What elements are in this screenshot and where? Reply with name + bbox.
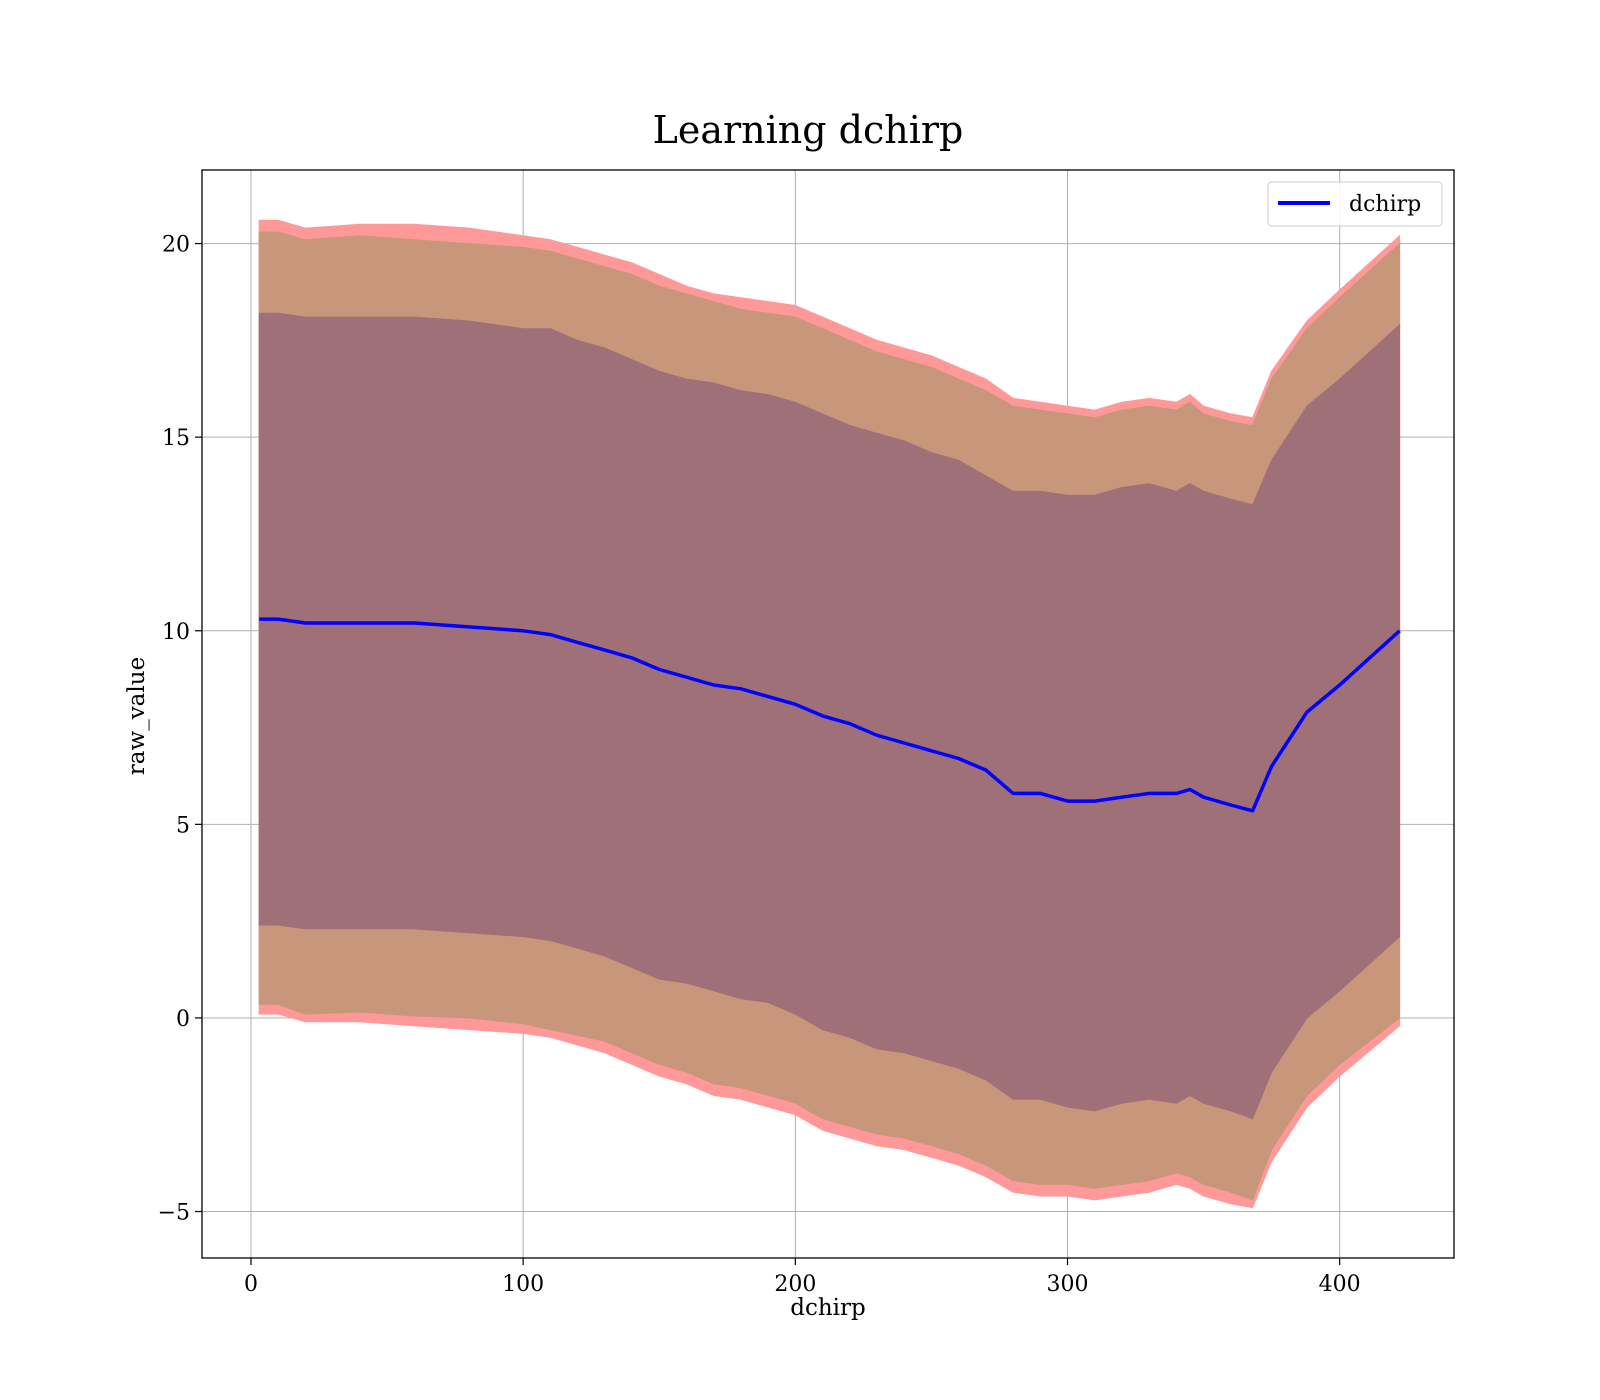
x-ticks: 0 100 200 300 400	[244, 1258, 1361, 1297]
y-tick-label: 10	[162, 620, 190, 645]
y-tick-label: 5	[176, 813, 190, 838]
x-tick-label: 200	[774, 1272, 816, 1297]
plot-frame	[201, 169, 1455, 1259]
y-tick-label: 15	[162, 426, 190, 451]
band-inner-band	[258, 312, 1401, 1120]
y-tick-label: 0	[176, 1007, 190, 1032]
x-axis-label: dchirp	[790, 1295, 866, 1321]
y-ticks: −5 0 5 10 15 20	[158, 233, 202, 1226]
chart-title: Learning dchirp	[653, 108, 964, 152]
bands	[258, 219, 1401, 1209]
x-tick-label: 0	[244, 1272, 258, 1297]
series-lines	[259, 617, 1401, 813]
x-tick-label: 300	[1047, 1272, 1089, 1297]
legend-box	[1267, 181, 1443, 227]
series-line-dchirp	[259, 617, 1401, 813]
x-tick-label: 100	[502, 1272, 544, 1297]
legend: dchirp	[1267, 181, 1443, 227]
y-axis-label: raw_value	[124, 657, 150, 775]
y-tick-label: 20	[162, 233, 190, 258]
x-tick-label: 400	[1319, 1272, 1361, 1297]
legend-entry-dchirp: dchirp	[1349, 192, 1421, 217]
y-tick-label: −5	[158, 1201, 190, 1226]
